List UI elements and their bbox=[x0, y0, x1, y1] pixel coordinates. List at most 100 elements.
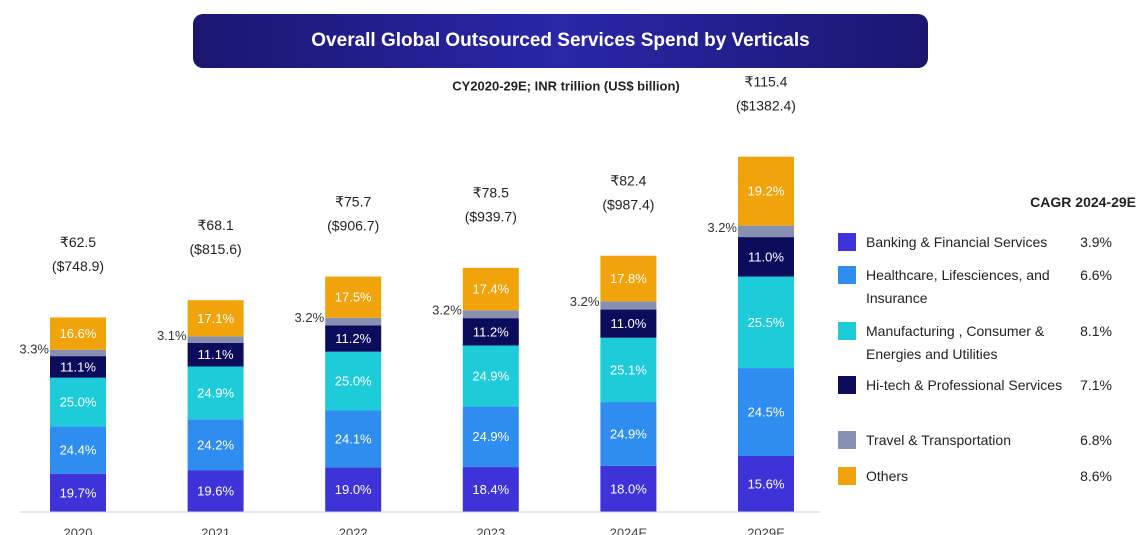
data-label: 15.6% bbox=[748, 476, 785, 491]
bar-segment bbox=[462, 345, 519, 407]
total-usd-label: ($939.7) bbox=[465, 209, 517, 225]
cagr-value: 8.1% bbox=[1080, 323, 1112, 339]
bar-segment bbox=[738, 276, 794, 369]
legend-item: Hi-tech & Professional Services bbox=[838, 374, 1066, 397]
bar-segment bbox=[462, 310, 519, 319]
legend-label: Others bbox=[866, 468, 909, 484]
bar-segment bbox=[738, 237, 794, 277]
data-label: 24.9% bbox=[197, 385, 234, 400]
total-label: ₹78.5 bbox=[473, 185, 509, 201]
bar-segment bbox=[50, 356, 106, 378]
data-label: 19.0% bbox=[335, 482, 372, 497]
data-label: 24.2% bbox=[197, 437, 234, 452]
data-label: 18.4% bbox=[472, 482, 509, 497]
legend-item: Others bbox=[838, 465, 1066, 488]
bar-segment bbox=[600, 309, 657, 338]
data-label: 3.2% bbox=[570, 294, 600, 309]
data-label: 24.4% bbox=[60, 442, 97, 457]
bar-segment bbox=[462, 406, 519, 468]
x-tick-label: 2022 bbox=[339, 525, 368, 535]
bar-segment bbox=[187, 470, 244, 512]
legend-swatch bbox=[838, 431, 856, 449]
data-label: 11.0% bbox=[610, 316, 646, 331]
data-label: 19.2% bbox=[748, 184, 785, 199]
bar-segment bbox=[600, 465, 657, 512]
data-label: 17.5% bbox=[335, 290, 372, 305]
bar-segment bbox=[462, 318, 519, 346]
legend-item: Healthcare, Lifesciences, and Insurance bbox=[838, 264, 1066, 310]
legend-swatch bbox=[838, 266, 856, 284]
data-label: 11.1% bbox=[60, 359, 96, 374]
total-usd-label: ($906.7) bbox=[327, 217, 379, 233]
data-label: 17.1% bbox=[197, 311, 234, 326]
data-label: 11.0% bbox=[748, 249, 784, 264]
data-label: 18.0% bbox=[610, 481, 647, 496]
data-label: 24.5% bbox=[748, 404, 785, 419]
total-label: ₹68.1 bbox=[198, 217, 234, 233]
data-label: 25.0% bbox=[335, 374, 372, 389]
data-label: 19.7% bbox=[60, 485, 97, 500]
legend-label: Travel & Transportation bbox=[866, 432, 1011, 448]
data-label: 17.8% bbox=[610, 271, 647, 286]
data-label: 11.1% bbox=[198, 347, 234, 362]
bar-segment bbox=[600, 337, 657, 403]
data-label: 19.6% bbox=[197, 484, 234, 499]
bar-segment bbox=[738, 156, 794, 226]
bar-segment bbox=[50, 317, 106, 350]
bar-segment bbox=[187, 366, 244, 420]
total-label: ₹62.5 bbox=[60, 234, 96, 250]
data-label: 24.9% bbox=[472, 368, 509, 383]
legend-label: Manufacturing , Consumer & Energies and … bbox=[866, 323, 1045, 362]
legend-item: Manufacturing , Consumer & Energies and … bbox=[838, 320, 1066, 366]
cagr-value: 6.6% bbox=[1080, 267, 1112, 283]
total-usd-label: ($815.6) bbox=[190, 241, 242, 257]
bar-segment bbox=[600, 301, 657, 310]
x-tick-label: 2020 bbox=[64, 525, 93, 535]
data-label: 3.3% bbox=[19, 341, 49, 356]
total-usd-label: ($748.9) bbox=[52, 258, 104, 274]
data-label: 24.1% bbox=[335, 431, 372, 446]
bar-segment bbox=[187, 336, 244, 343]
bar-segment bbox=[325, 410, 382, 468]
cagr-value: 7.1% bbox=[1080, 377, 1112, 393]
bar-segment bbox=[600, 255, 657, 302]
data-label: 3.1% bbox=[157, 328, 187, 343]
legend-swatch bbox=[838, 233, 856, 251]
bar-segment bbox=[600, 402, 657, 466]
data-label: 3.2% bbox=[707, 220, 737, 235]
chart-subtitle: CY2020-29E; INR trillion (US$ billion) bbox=[452, 78, 680, 93]
bar-segment bbox=[325, 276, 382, 318]
bar-segment bbox=[50, 473, 106, 512]
bar-segment bbox=[738, 456, 794, 512]
data-label: 11.2% bbox=[335, 331, 371, 346]
data-label: 17.4% bbox=[472, 282, 509, 297]
total-label: ₹115.4 bbox=[745, 73, 788, 89]
bar-segment bbox=[50, 426, 106, 474]
total-label: ₹75.7 bbox=[335, 193, 371, 209]
legend-swatch bbox=[838, 467, 856, 485]
bar-segment bbox=[462, 267, 519, 311]
data-label: 3.2% bbox=[295, 310, 325, 325]
data-label: 25.5% bbox=[748, 315, 785, 330]
legend-swatch bbox=[838, 322, 856, 340]
total-usd-label: ($1382.4) bbox=[736, 97, 796, 113]
bar-segment bbox=[462, 467, 519, 512]
bar-segment bbox=[325, 317, 382, 326]
total-usd-label: ($987.4) bbox=[602, 196, 654, 212]
legend-swatch bbox=[838, 376, 856, 394]
legend-label: Banking & Financial Services bbox=[866, 234, 1048, 250]
legend-label: Hi-tech & Professional Services bbox=[866, 377, 1063, 393]
total-label: ₹82.4 bbox=[610, 172, 646, 188]
bar-segment bbox=[325, 467, 382, 512]
data-label: 11.2% bbox=[473, 324, 509, 339]
cagr-title: CAGR 2024-29E bbox=[1030, 194, 1136, 210]
bar-segment bbox=[325, 325, 382, 352]
x-tick-label: 2023 bbox=[476, 525, 505, 535]
data-label: 3.2% bbox=[432, 303, 462, 318]
bar-segment bbox=[738, 368, 794, 457]
data-label: 16.6% bbox=[60, 326, 97, 341]
bar-segment bbox=[187, 300, 244, 337]
bar-segment bbox=[50, 377, 106, 427]
bar-segment bbox=[50, 349, 106, 357]
